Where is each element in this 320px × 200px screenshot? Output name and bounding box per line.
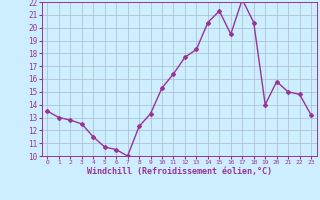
X-axis label: Windchill (Refroidissement éolien,°C): Windchill (Refroidissement éolien,°C) <box>87 167 272 176</box>
